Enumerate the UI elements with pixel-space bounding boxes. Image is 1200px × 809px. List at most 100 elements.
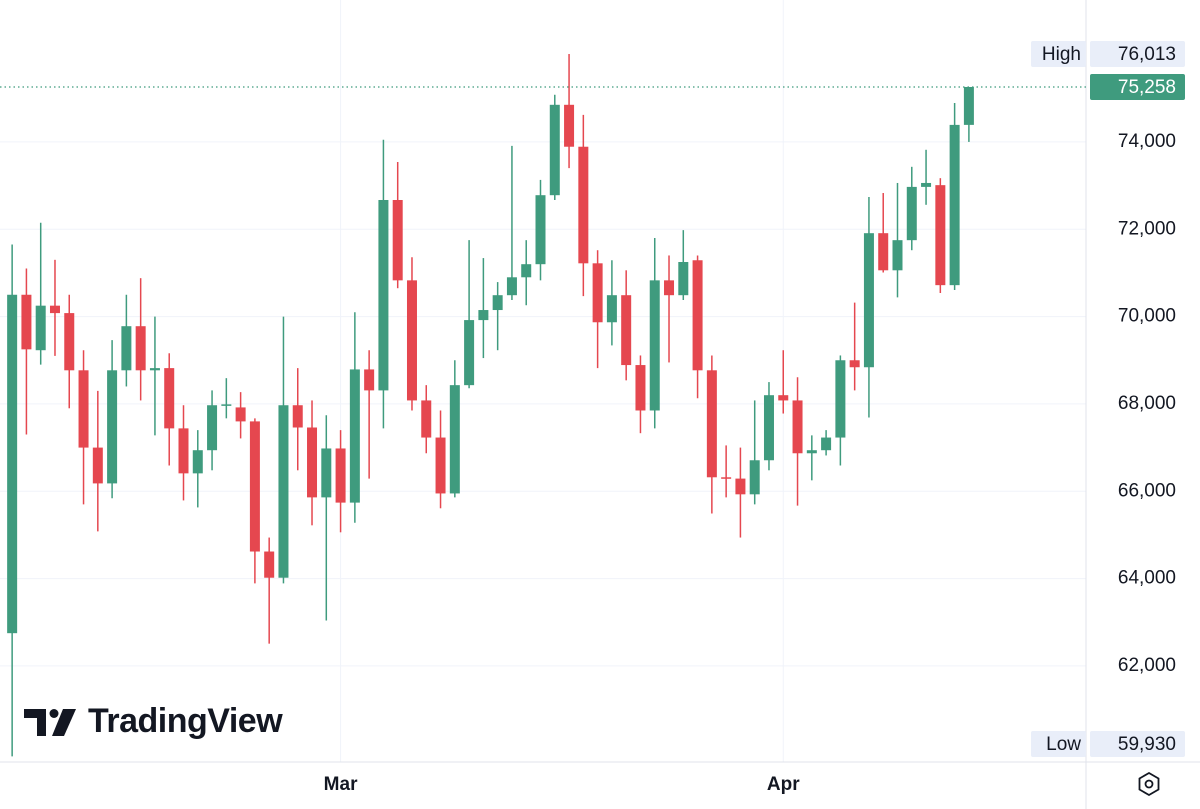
marker-name: Low <box>1046 734 1081 755</box>
logo-mark <box>52 709 76 736</box>
candle-body <box>421 400 432 438</box>
candle-body <box>264 551 275 578</box>
candle-body <box>521 264 532 278</box>
candle-body <box>121 326 132 371</box>
candle-body <box>935 185 946 286</box>
last-price-label: 75,258 <box>1118 77 1176 98</box>
marker-value: 59,930 <box>1118 734 1176 755</box>
settings-button[interactable] <box>1138 771 1160 797</box>
y-tick-label: 62,000 <box>1118 655 1176 676</box>
candle-body <box>535 195 546 265</box>
candle-body <box>207 405 218 451</box>
candle-body <box>135 326 146 371</box>
marker-value-box <box>1090 41 1185 68</box>
candle-body <box>906 186 917 241</box>
candle-body <box>835 360 846 438</box>
candle-body <box>35 305 46 351</box>
candle-body <box>863 233 874 368</box>
candle-body <box>735 478 746 495</box>
candle-body <box>635 365 646 411</box>
candle-body <box>7 294 18 634</box>
candle-body <box>878 233 889 271</box>
logo-mark <box>24 709 46 736</box>
candle-body <box>349 369 360 503</box>
candle-body <box>192 450 203 474</box>
candle-body <box>749 460 760 495</box>
marker-value: 76,013 <box>1118 44 1176 65</box>
candle-body <box>763 395 774 461</box>
marker-value-box <box>1090 731 1185 757</box>
candle-body <box>592 263 603 323</box>
candle-body <box>364 369 375 391</box>
y-tick-label: 68,000 <box>1118 393 1176 414</box>
candle-body <box>792 400 803 454</box>
candle-body <box>692 260 703 371</box>
logo: TradingView <box>24 702 284 740</box>
y-tick-label: 74,000 <box>1118 131 1176 152</box>
candle-body <box>464 320 475 386</box>
y-tick-label: 72,000 <box>1118 218 1176 239</box>
watermark: TradingView <box>88 702 283 740</box>
candle-body <box>164 368 175 429</box>
candle-body <box>806 450 817 454</box>
price-labels: 62,000 64,000 66,000 68,000 70,000 72,000 74,0… <box>0 41 1185 795</box>
candle-body <box>21 294 32 350</box>
candle-body <box>549 104 560 196</box>
candle-body <box>621 295 632 366</box>
candle-body <box>392 199 403 281</box>
settings-icon[interactable] <box>1144 779 1154 789</box>
candle-body <box>449 385 460 494</box>
candle-body <box>478 310 489 321</box>
candle-body <box>335 448 346 503</box>
candle-body <box>963 86 974 125</box>
candle-body <box>292 405 303 428</box>
candle-body <box>307 427 318 498</box>
candle-body <box>678 262 689 296</box>
y-tick-label: 64,000 <box>1118 568 1176 589</box>
logo-mark <box>49 709 59 718</box>
candle-body <box>721 477 732 479</box>
y-tick-label: 70,000 <box>1118 306 1176 327</box>
candle-body <box>506 277 517 296</box>
candle-body <box>221 404 232 406</box>
candle-body <box>92 447 103 484</box>
settings-icon[interactable] <box>1138 771 1160 797</box>
candle-body <box>921 182 932 187</box>
candle-body <box>492 295 503 311</box>
candle-body <box>78 370 89 448</box>
candle-body <box>706 370 717 478</box>
candles <box>7 54 974 757</box>
candle-body <box>435 437 446 494</box>
marker-name-box <box>1031 731 1086 757</box>
candle-body <box>321 448 332 498</box>
candle-body <box>949 124 960 286</box>
candle-body <box>149 368 160 371</box>
candle-body <box>821 437 832 451</box>
candle-body <box>649 280 660 411</box>
x-tick-label: Mar <box>324 774 358 795</box>
candle-body <box>664 280 675 296</box>
candle-body <box>892 240 903 271</box>
candle-body <box>849 360 860 368</box>
candle-body <box>235 407 246 422</box>
candle-body <box>64 313 75 371</box>
candle-body <box>378 199 389 391</box>
candle-body <box>564 104 575 147</box>
candle-body <box>406 280 417 401</box>
last-price-box <box>1090 73 1185 100</box>
candle-body <box>778 395 789 401</box>
marker-name-box <box>1031 41 1086 68</box>
candle-body <box>278 405 289 578</box>
candle-body <box>578 146 589 264</box>
candle-body <box>249 421 260 552</box>
candle-body <box>107 370 118 484</box>
marker-name: High <box>1042 44 1081 65</box>
x-tick-label: Apr <box>767 774 800 795</box>
y-tick-label: 66,000 <box>1118 480 1176 501</box>
candle-body <box>178 428 189 474</box>
candle-body <box>49 305 60 314</box>
candle-body <box>606 295 617 323</box>
